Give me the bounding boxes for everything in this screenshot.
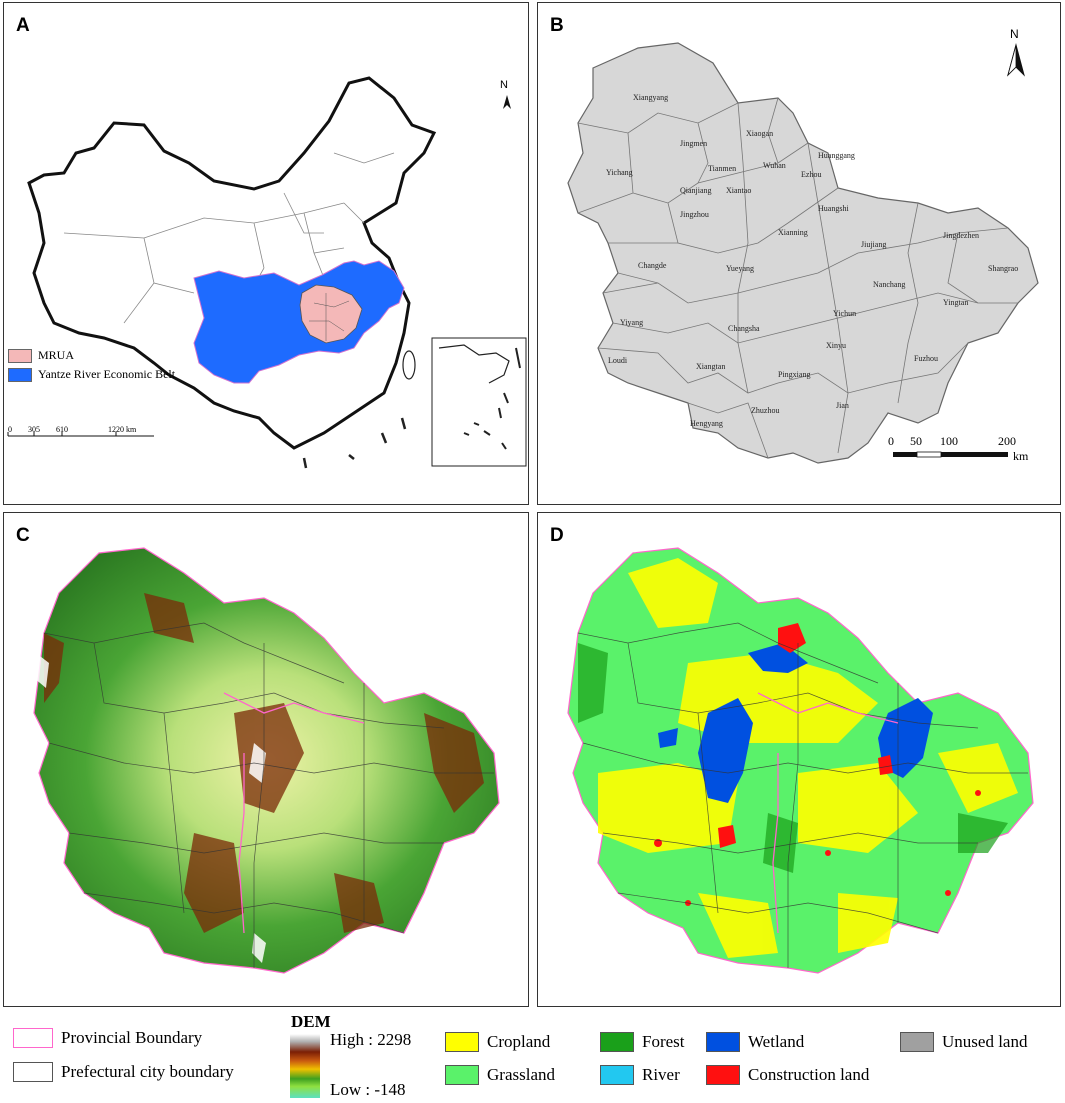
legend-a-belt: Yantze River Economic Belt — [8, 367, 175, 382]
city-label: Changde — [638, 261, 667, 270]
city-label: Jingmen — [680, 139, 707, 148]
forest-swatch — [600, 1032, 634, 1052]
china-map — [7, 76, 527, 469]
city-label: Huangshi — [818, 204, 849, 213]
legend-wetland: Wetland — [706, 1032, 804, 1052]
legend-cropland-label: Cropland — [487, 1032, 551, 1051]
legend-a-mrua: MRUA — [8, 348, 74, 363]
scale-a-tick: 1220 km — [108, 425, 137, 434]
dem-low-label: Low : -148 — [330, 1080, 406, 1099]
legend-forest: Forest — [600, 1032, 685, 1052]
north-label-a: N — [500, 79, 508, 91]
scale-a-tick: 610 — [56, 425, 68, 434]
city-label: Jingzhou — [680, 210, 709, 219]
city-labels: Xiangyang Jingmen Xiaogan Huanggang Yich… — [606, 93, 1018, 428]
city-label: Tianmen — [708, 164, 736, 173]
legend-provincial-boundary: Provincial Boundary — [13, 1028, 202, 1048]
scale-a-tick: 0 — [8, 425, 12, 434]
mrua-outline — [567, 42, 1039, 464]
landuse-region — [567, 547, 1034, 974]
city-label: Xiangyang — [633, 93, 668, 102]
city-label: Xianning — [778, 228, 808, 237]
scale-b-tick: 100 — [940, 434, 958, 448]
wetland-swatch — [706, 1032, 740, 1052]
panel-b-city-map: B Xiangyang Jingmen Xiaogan Huanggang — [537, 2, 1061, 505]
provincial-boundary-swatch — [13, 1028, 53, 1048]
panel-a-location-map: A N MRUA Yantze River Economic Belt — [3, 2, 529, 505]
city-label: Xinyu — [826, 341, 846, 350]
legend-a-belt-label: Yantze River Economic Belt — [38, 367, 176, 381]
legend-provincial-label: Provincial Boundary — [61, 1028, 203, 1047]
unused-land-swatch — [900, 1032, 934, 1052]
city-label: Shangrao — [988, 264, 1018, 273]
city-label: Changsha — [728, 324, 760, 333]
legend-prefectural-boundary: Prefectural city boundary — [13, 1062, 234, 1082]
mrua-swatch — [8, 348, 32, 363]
city-label: Ezhou — [801, 170, 821, 179]
legend-prefectural-label: Prefectural city boundary — [61, 1062, 234, 1081]
city-label: Zhuzhou — [751, 406, 779, 415]
yangtze-belt-region — [193, 260, 405, 384]
mrua-region — [299, 284, 363, 344]
city-label: Xiaogan — [746, 129, 773, 138]
city-label: Huanggang — [818, 151, 855, 160]
cropland-swatch — [445, 1032, 479, 1052]
panel-b-label: B — [550, 15, 564, 36]
scale-b-tick: 50 — [910, 434, 922, 448]
dem-raster — [33, 547, 500, 974]
city-label: Yiyang — [620, 318, 643, 327]
city-label: Jian — [836, 401, 849, 410]
city-label: Fuzhou — [914, 354, 938, 363]
panel-c-dem-map: C — [3, 512, 529, 1007]
city-label: Yingtan — [943, 298, 968, 307]
legend-river: River — [600, 1065, 680, 1085]
panel-d-landuse-map: D — [537, 512, 1061, 1007]
legend-construction-land: Construction land — [706, 1065, 869, 1085]
legend-unused-label: Unused land — [942, 1032, 1028, 1051]
panel-d-label: D — [550, 525, 564, 546]
dem-color-ramp — [290, 1034, 320, 1098]
legend-unused-land: Unused land — [900, 1032, 1027, 1052]
prefectural-boundary-swatch — [13, 1062, 53, 1082]
legend-grassland: Grassland — [445, 1065, 555, 1085]
belt-swatch — [8, 367, 32, 382]
city-label: Jingdezhen — [943, 231, 979, 240]
north-arrow-icon — [503, 95, 511, 109]
city-label: Xiantao — [726, 186, 751, 195]
landuse-raster — [567, 547, 1034, 974]
city-label: Nanchang — [873, 280, 905, 289]
china-outline — [27, 76, 437, 450]
scale-a-tick: 305 — [28, 425, 40, 434]
legend-grassland-label: Grassland — [487, 1065, 555, 1084]
city-label: Jiujiang — [861, 240, 886, 249]
scale-b-unit: km — [1013, 449, 1029, 463]
city-label: Yichun — [833, 309, 856, 318]
dem-high-label: High : 2298 — [330, 1030, 412, 1049]
legend-construction-label: Construction land — [748, 1065, 870, 1084]
city-label: Yueyang — [726, 264, 754, 273]
grassland-swatch — [445, 1065, 479, 1085]
legend-a-mrua-label: MRUA — [38, 348, 75, 362]
dem-legend-title: DEM — [291, 1012, 331, 1031]
scale-b-tick: 200 — [998, 434, 1016, 448]
city-label: Qianjiang — [680, 186, 712, 195]
wetland-patches — [658, 643, 933, 803]
panel-c-label: C — [16, 525, 30, 546]
river-swatch — [600, 1065, 634, 1085]
north-label-b: N — [1010, 27, 1019, 41]
city-label: Pingxiang — [778, 370, 810, 379]
city-boundaries-map: Xiangyang Jingmen Xiaogan Huanggang Yich… — [567, 42, 1039, 464]
construction-land-swatch — [706, 1065, 740, 1085]
legend-forest-label: Forest — [642, 1032, 685, 1051]
city-label: Xiangtan — [696, 362, 725, 371]
legend-cropland: Cropland — [445, 1032, 550, 1052]
city-label: Wuhan — [763, 161, 786, 170]
city-label: Loudi — [608, 356, 628, 365]
panel-a-label: A — [16, 15, 30, 36]
legend-wetland-label: Wetland — [748, 1032, 805, 1051]
scale-b-tick: 0 — [888, 434, 894, 448]
city-label: Hengyang — [690, 419, 723, 428]
legend-river-label: River — [642, 1065, 680, 1084]
city-label: Yichang — [606, 168, 633, 177]
